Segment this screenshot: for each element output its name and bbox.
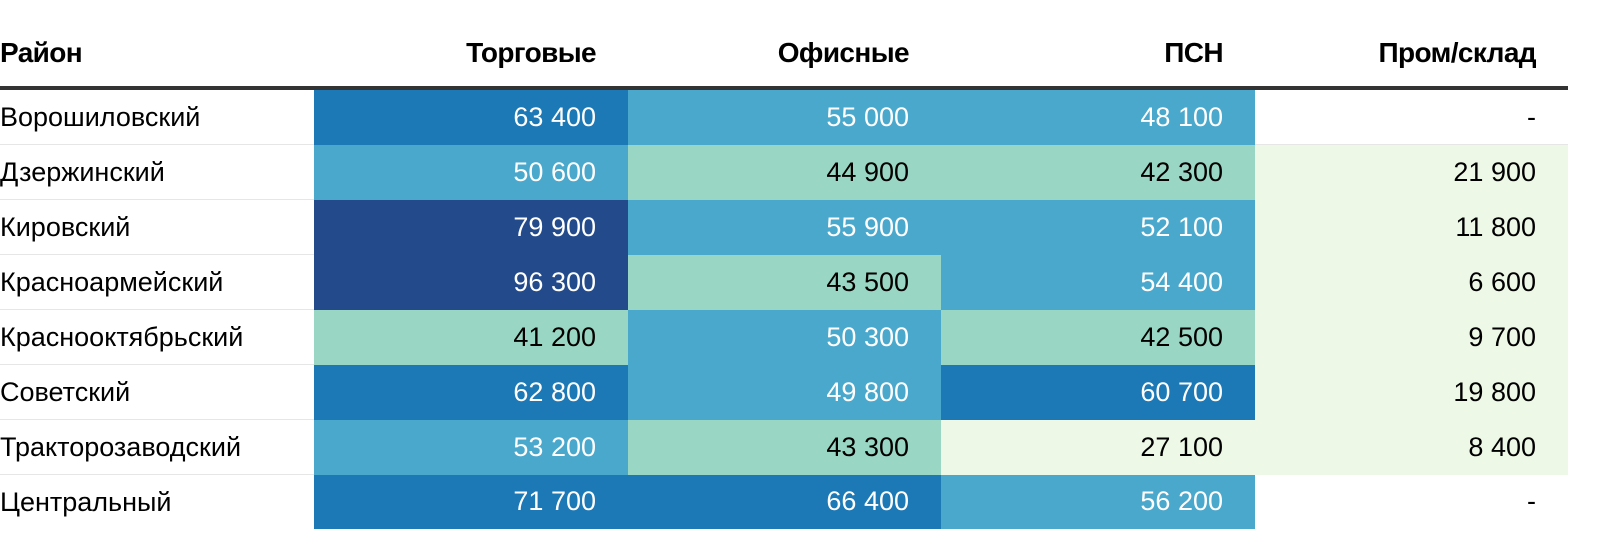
table-row: Красноармейский 96 300 43 500 54 400 6 600 <box>0 254 1568 310</box>
column-header-office: Офисные <box>628 20 941 90</box>
value-cell: 60 700 <box>941 364 1255 420</box>
district-name-cell: Ворошиловский <box>0 88 314 145</box>
table-body: Ворошиловский 63 400 55 000 48 100- Дзержинс… <box>0 88 1568 529</box>
value-cell: 41 200 <box>314 309 628 365</box>
value-cell: 8 400 <box>1255 419 1568 475</box>
table-row: Советский 62 800 49 800 60 700 19 800 <box>0 364 1568 420</box>
value-cell: 71 700 <box>314 474 628 529</box>
value-cell: 49 800 <box>628 364 941 420</box>
value-cell: 42 500 <box>941 309 1255 365</box>
district-name-cell: Центральный <box>0 486 172 517</box>
table-row: Кировский 79 900 55 900 52 100 11 800 <box>0 199 1568 255</box>
heatmap-table-container: Район Торговые Офисные ПСН Пром/склад Во… <box>0 20 1600 529</box>
value-cell: 44 900 <box>628 144 941 200</box>
value-cell: - <box>1527 486 1536 517</box>
value-cell: 6 600 <box>1255 254 1568 310</box>
district-name-cell: Советский <box>0 364 314 420</box>
heatmap-table: Район Торговые Офисные ПСН Пром/склад Во… <box>0 20 1568 529</box>
value-cell: 27 100 <box>941 419 1255 475</box>
header-row: Район Торговые Офисные ПСН Пром/склад <box>0 20 1568 90</box>
value-cell: 62 800 <box>314 364 628 420</box>
column-header-retail: Торговые <box>314 20 628 90</box>
value-cell: 43 300 <box>628 419 941 475</box>
value-cell: 96 300 <box>314 254 628 310</box>
value-cell: 9 700 <box>1255 309 1568 365</box>
district-name-cell: Красноармейский <box>0 254 314 310</box>
value-cell: 43 500 <box>628 254 941 310</box>
value-cell: 56 200 <box>941 474 1255 529</box>
value-cell: 54 400 <box>941 254 1255 310</box>
value-cell: 42 300 <box>941 144 1255 200</box>
table-header: Район Торговые Офисные ПСН Пром/склад <box>0 20 1568 90</box>
value-cell: 52 100 <box>941 199 1255 255</box>
table-row: Ворошиловский 63 400 55 000 48 100- <box>0 88 1568 145</box>
value-cell: 21 900 <box>1255 144 1568 200</box>
district-name-cell: Тракторозаводский <box>0 419 314 475</box>
value-cell: - <box>1255 88 1568 145</box>
table-row: Центральный 71 700 66 400 56 200 - <box>0 474 1568 529</box>
table-row: Краснооктябрьский 41 200 50 300 42 500 9 700 <box>0 309 1568 365</box>
column-header-psn: ПСН <box>941 20 1255 90</box>
value-cell: 55 000 <box>628 88 941 145</box>
district-name-cell: Кировский <box>0 199 314 255</box>
district-name-cell: Краснооктябрьский <box>0 309 314 365</box>
column-header-district: Район <box>0 20 314 90</box>
value-cell: 48 100 <box>941 88 1255 145</box>
table-row: Дзержинский 50 600 44 900 42 300 21 900 <box>0 144 1568 200</box>
table-row: Тракторозаводский 53 200 43 300 27 100 8 400 <box>0 419 1568 475</box>
column-header-industrial: Пром/склад <box>1255 20 1568 90</box>
value-cell: 50 600 <box>314 144 628 200</box>
value-cell: 11 800 <box>1255 199 1568 255</box>
value-cell: 55 900 <box>628 199 941 255</box>
value-cell: 63 400 <box>314 88 628 145</box>
value-cell: 50 300 <box>628 309 941 365</box>
value-cell: 19 800 <box>1255 364 1568 420</box>
district-name-cell: Дзержинский <box>0 144 314 200</box>
value-cell: 53 200 <box>314 419 628 475</box>
value-cell: 66 400 <box>628 474 941 529</box>
value-cell: 79 900 <box>314 199 628 255</box>
